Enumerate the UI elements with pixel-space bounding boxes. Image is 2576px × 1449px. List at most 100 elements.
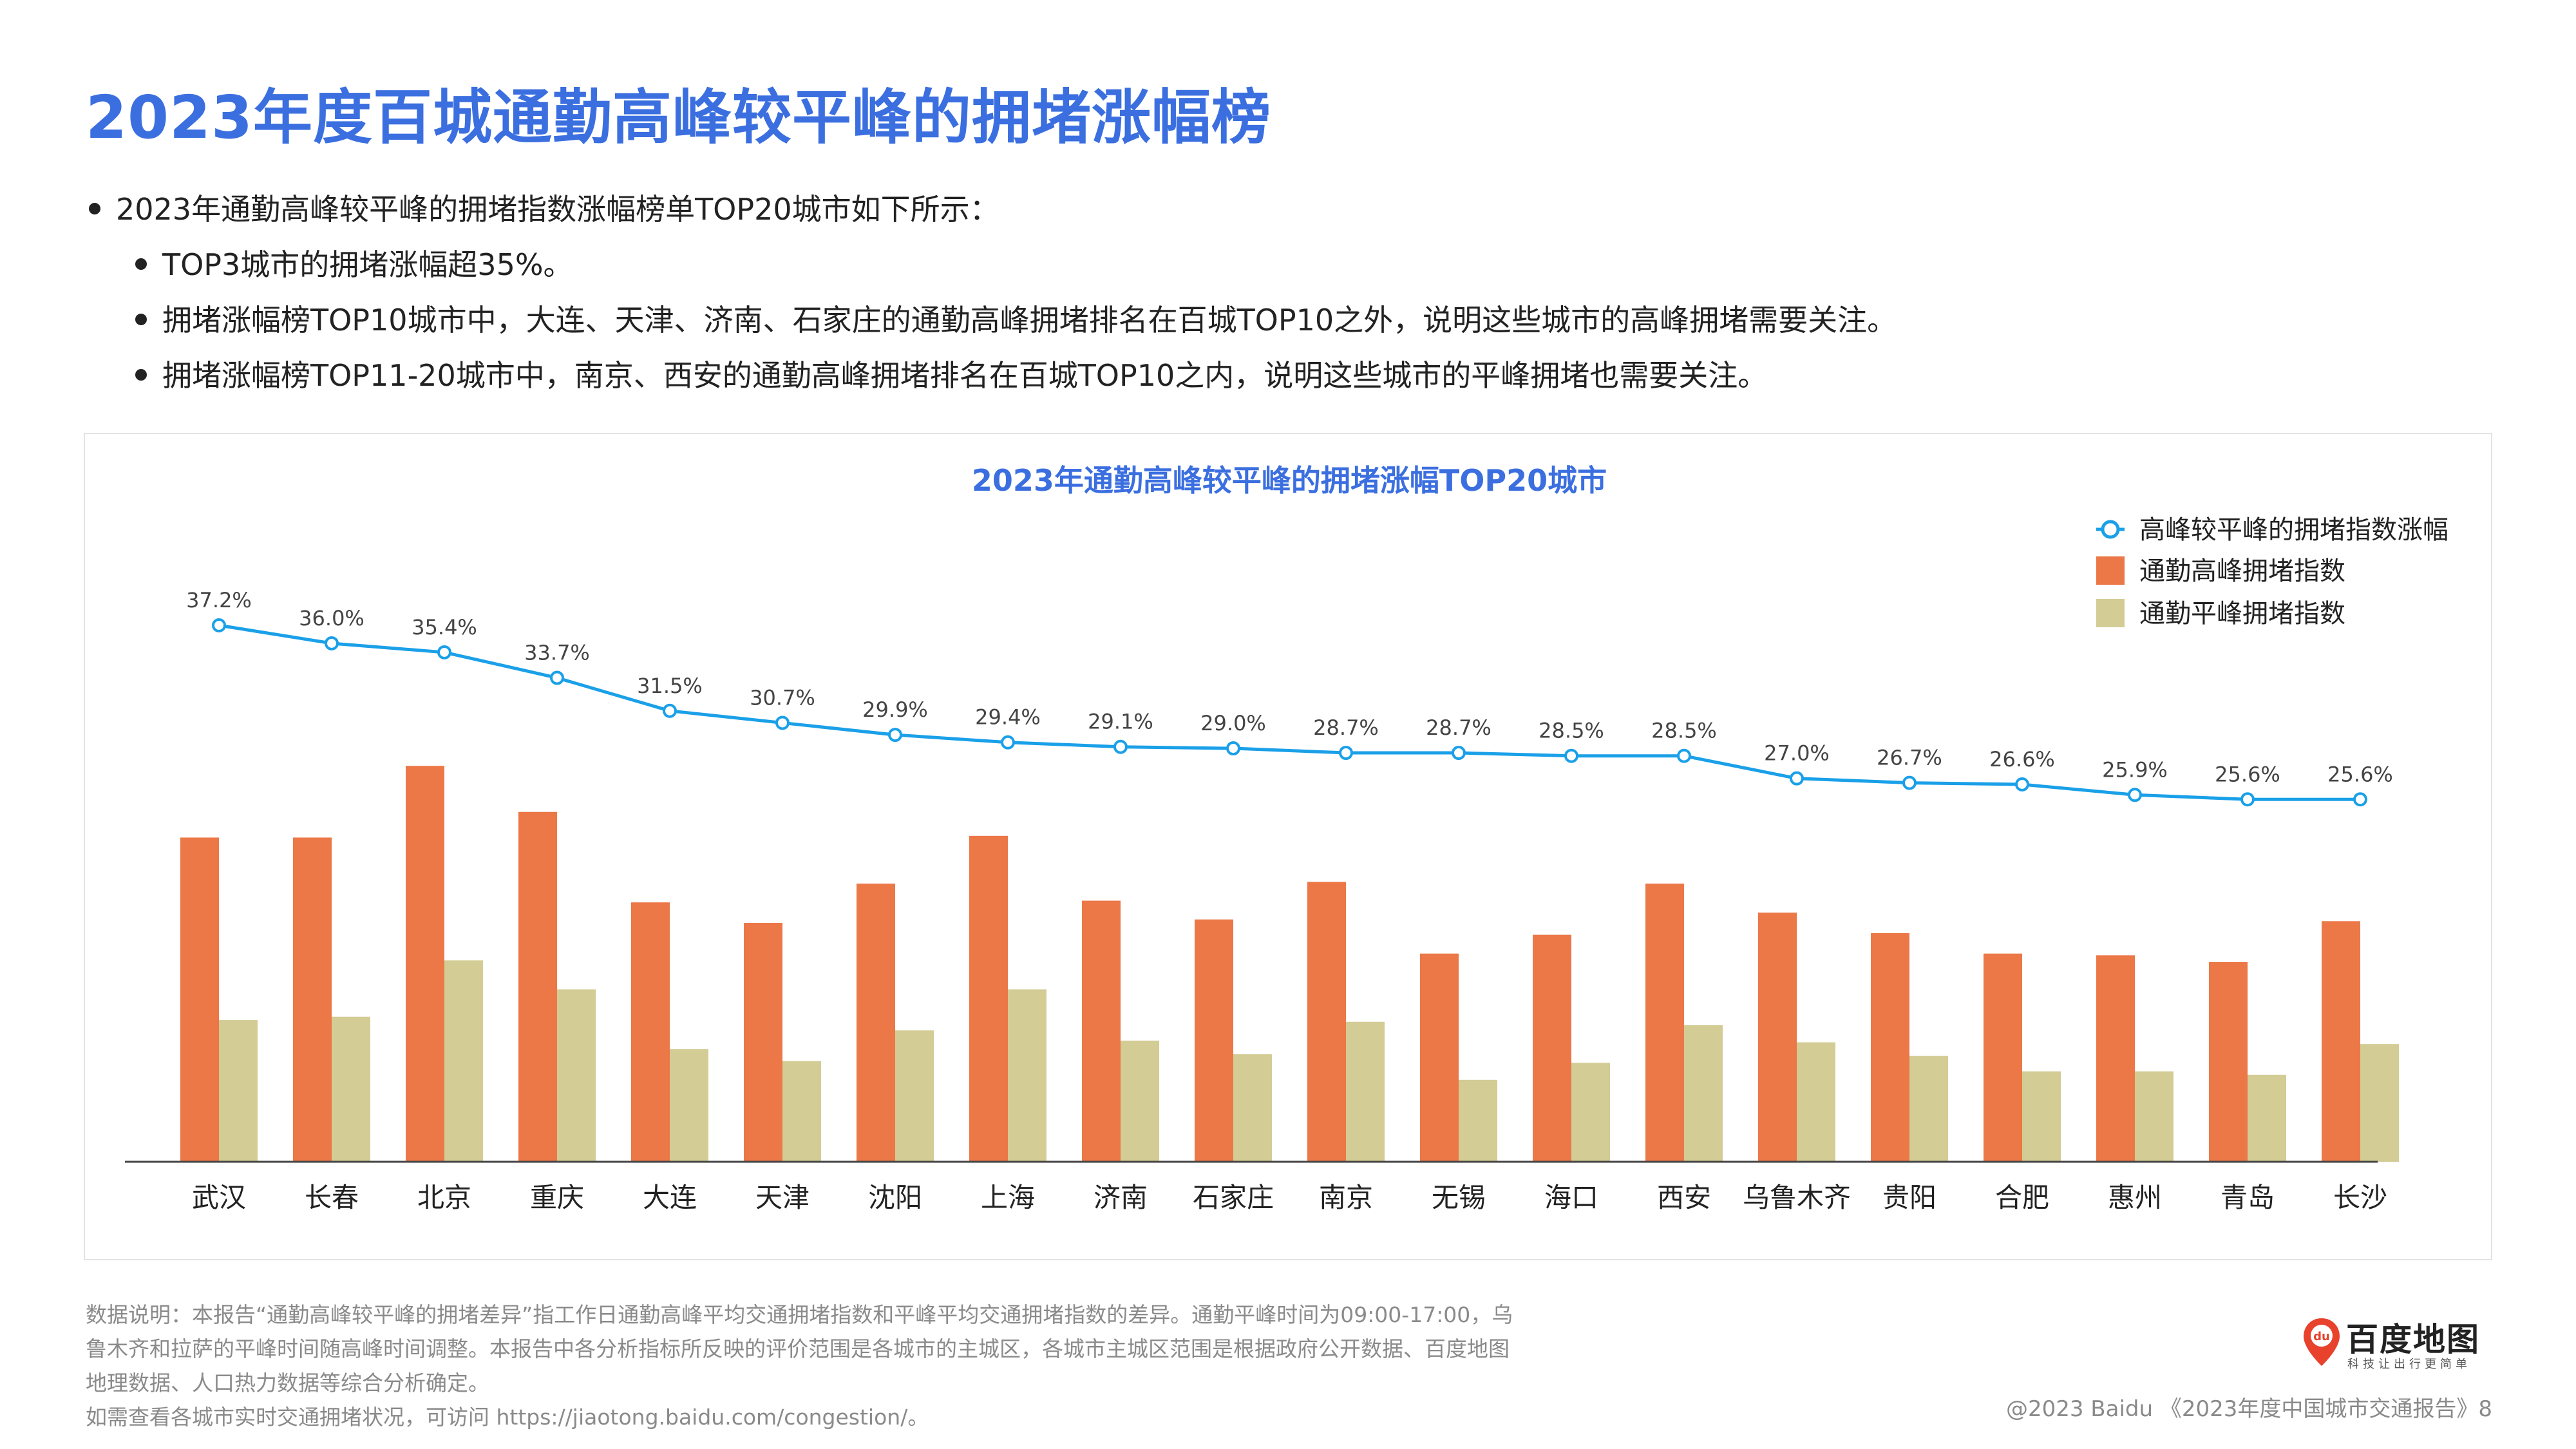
bullet-main-text: 2023年通勤高峰较平峰的拥堵指数涨幅榜单TOP20城市如下所示： <box>116 192 999 227</box>
increase-rate-point <box>663 703 677 718</box>
increase-rate-point <box>325 636 339 650</box>
increase-rate-point <box>2015 777 2029 791</box>
offpeak-index-bar <box>332 1016 370 1162</box>
offpeak-index-bar <box>1571 1063 1610 1162</box>
increase-rate-label: 26.7% <box>1877 746 1942 770</box>
increase-rate-point <box>437 645 451 659</box>
increase-rate-label: 27.0% <box>1764 741 1830 766</box>
chart-panel: 2023年通勤高峰较平峰的拥堵涨幅TOP20城市 武汉 长春 北京 重庆 大连 天津 沈阳 上海… <box>84 433 2492 1260</box>
x-axis-tick-label: 贵阳 <box>1882 1182 1937 1213</box>
data-note-line: 鲁木齐和拉萨的平峰时间随高峰时间调整。本报告中各分析指标所反映的评价范围是各城市… <box>86 1336 1510 1361</box>
offpeak-index-bar <box>1459 1079 1497 1162</box>
increase-rate-point <box>1339 746 1353 761</box>
peak-index-bar <box>1307 882 1346 1162</box>
legend-line-marker <box>2101 520 2120 539</box>
x-axis-tick-label: 合肥 <box>1995 1182 2049 1213</box>
increase-rate-label: 25.6% <box>2327 762 2393 786</box>
increase-rate-label: 29.1% <box>1088 710 1153 734</box>
page-title: 2023年度百城通勤高峰较平峰的拥堵涨幅榜 <box>86 83 1272 152</box>
bullet-sub-1: TOP3城市的拥堵涨幅超35%。 <box>84 237 2499 292</box>
x-axis-tick-label: 长沙 <box>2333 1182 2387 1213</box>
x-axis-tick-label: 重庆 <box>530 1182 584 1213</box>
increase-rate-point <box>212 618 226 632</box>
offpeak-index-bar <box>444 960 483 1162</box>
offpeak-index-bar <box>2022 1071 2061 1162</box>
increase-rate-label: 28.7% <box>1426 715 1492 740</box>
x-axis-tick-label: 沈阳 <box>868 1182 922 1213</box>
legend-label: 高峰较平峰的拥堵指数涨幅 <box>2139 515 2448 545</box>
peak-index-bar <box>1645 884 1684 1162</box>
bullet-sub-1-text: TOP3城市的拥堵涨幅超35%。 <box>162 247 573 282</box>
increase-rate-point <box>1564 748 1578 763</box>
data-note: 数据说明：本报告“通勤高峰较平峰的拥堵差异”指工作日通勤高峰平均交通拥堵指数和平… <box>86 1298 1644 1434</box>
x-axis-tick-label: 大连 <box>643 1182 697 1213</box>
bullet-sub-3: 拥堵涨幅榜TOP11-20城市中，南京、西安的通勤高峰拥堵排名在百城TOP10之… <box>84 348 2499 403</box>
peak-index-bar <box>180 837 219 1162</box>
peak-index-bar <box>1871 933 1909 1162</box>
increase-rate-label: 25.9% <box>2102 757 2168 782</box>
bullet-list: 2023年通勤高峰较平峰的拥堵指数涨幅榜单TOP20城市如下所示： TOP3城市… <box>84 182 2499 403</box>
legend-label: 通勤平峰拥堵指数 <box>2139 599 2345 629</box>
offpeak-index-bar <box>2135 1071 2174 1162</box>
x-axis-tick-label: 南京 <box>1319 1182 1373 1213</box>
offpeak-index-bar <box>1909 1056 1948 1162</box>
bullet-dot <box>135 314 147 325</box>
increase-rate-point <box>775 715 790 730</box>
offpeak-index-bar <box>557 989 596 1162</box>
peak-index-bar <box>969 835 1008 1162</box>
peak-index-bar <box>1533 934 1571 1162</box>
increase-rate-label: 28.7% <box>1313 715 1379 740</box>
legend-label: 通勤高峰拥堵指数 <box>2139 556 2345 586</box>
increase-rate-point <box>2353 792 2367 807</box>
peak-index-bar <box>2209 961 2248 1162</box>
offpeak-index-bar <box>2248 1074 2286 1162</box>
increase-rate-point <box>1452 746 1466 761</box>
increase-rate-point <box>888 728 902 743</box>
offpeak-index-bar <box>1684 1025 1723 1162</box>
offpeak-index-bar <box>1346 1021 1385 1162</box>
x-axis-tick-label: 青岛 <box>2221 1182 2275 1213</box>
peak-index-bar <box>857 884 895 1162</box>
peak-index-bar <box>1082 900 1121 1162</box>
x-axis-tick-label: 石家庄 <box>1193 1182 1274 1213</box>
increase-rate-label: 29.4% <box>975 705 1041 730</box>
offpeak-index-bar <box>1797 1042 1835 1162</box>
increase-rate-label: 37.2% <box>186 588 252 612</box>
x-axis-tick-label: 乌鲁木齐 <box>1743 1182 1851 1213</box>
x-axis-tick-label: 北京 <box>417 1182 471 1213</box>
legend-bar-swatch <box>2096 556 2125 585</box>
footer-text: @2023 Baidu 《2023年度中国城市交通报告》8 <box>2005 1396 2492 1422</box>
x-axis-tick-label: 天津 <box>755 1182 810 1213</box>
peak-index-bar <box>518 811 557 1162</box>
peak-index-bar <box>2096 955 2135 1162</box>
increase-rate-point <box>550 670 564 685</box>
x-axis-tick-label: 惠州 <box>2108 1182 2162 1213</box>
chart-title: 2023年通勤高峰较平峰的拥堵涨幅TOP20城市 <box>972 463 1607 498</box>
baidu-map-logo: du 百度地图 科技让出行更简单 <box>2296 1314 2502 1375</box>
increase-rate-point <box>1226 741 1240 756</box>
legend-bar-swatch <box>2096 599 2125 627</box>
increase-rate-label: 25.6% <box>2215 762 2280 786</box>
bullet-sub-3-text: 拥堵涨幅榜TOP11-20城市中，南京、西安的通勤高峰拥堵排名在百城TOP10之… <box>162 358 1768 393</box>
peak-index-bar <box>744 923 782 1162</box>
offpeak-index-bar <box>895 1030 934 1162</box>
x-axis-tick-label: 长春 <box>305 1182 359 1213</box>
offpeak-index-bar <box>1233 1054 1272 1162</box>
peak-index-bar <box>631 902 670 1162</box>
peak-index-bar <box>1758 913 1797 1162</box>
increase-rate-label: 29.0% <box>1200 711 1266 735</box>
increase-rate-label: 35.4% <box>412 615 477 639</box>
bullet-dot <box>135 369 147 381</box>
offpeak-index-bar <box>219 1020 258 1162</box>
increase-rate-label: 36.0% <box>299 606 365 630</box>
increase-rate-point <box>1902 775 1917 790</box>
increase-rate-label: 28.5% <box>1539 719 1604 743</box>
increase-rate-point <box>1113 739 1128 754</box>
increase-rate-label: 26.6% <box>1989 747 2055 772</box>
increase-rate-point <box>2240 792 2255 807</box>
map-pin-icon: du <box>2304 1318 2340 1366</box>
data-note-line: 地理数据、人口热力数据等综合分析确定。 <box>86 1370 489 1396</box>
increase-rate-line <box>218 623 2360 801</box>
data-note-line: 数据说明：本报告“通勤高峰较平峰的拥堵差异”指工作日通勤高峰平均交通拥堵指数和平… <box>86 1302 1513 1327</box>
